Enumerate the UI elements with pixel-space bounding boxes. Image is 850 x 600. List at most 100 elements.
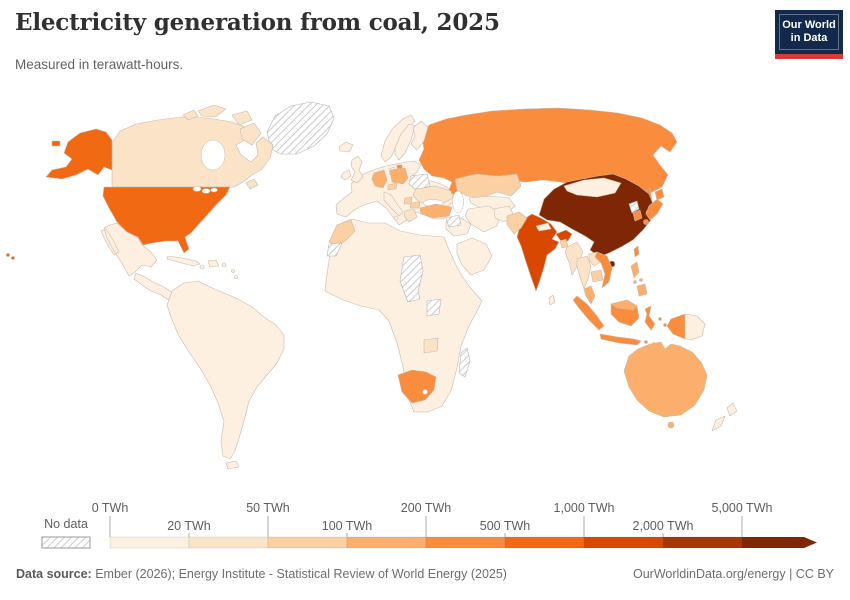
country-new-zealand-north[interactable] [726, 402, 738, 417]
region-south-america[interactable] [166, 280, 285, 460]
country-zimbabwe[interactable] [423, 337, 439, 354]
country-vietnam[interactable] [594, 251, 613, 289]
country-sudan[interactable] [399, 254, 424, 303]
country-australia[interactable] [623, 341, 708, 418]
country-new-zealand-south[interactable] [711, 415, 726, 432]
legend-band-1[interactable] [109, 536, 190, 549]
region-tierra-del-fuego[interactable] [225, 460, 240, 470]
country-italy[interactable] [383, 191, 404, 217]
country-greenland[interactable] [266, 101, 335, 155]
country-hispaniola[interactable] [207, 259, 220, 268]
country-bulgaria[interactable] [409, 201, 421, 209]
country-indonesia-maluku-2[interactable] [663, 323, 667, 327]
legend-band-3[interactable] [267, 536, 348, 549]
map-legend: No data 0 TWh 50 TWh 200 TWh 1,000 TWh 5… [0, 495, 850, 562]
legend-band-5[interactable] [425, 536, 506, 549]
country-canada-baffin[interactable] [239, 122, 262, 146]
country-philippines-visayas-1[interactable] [633, 280, 637, 284]
country-finland[interactable] [410, 120, 429, 151]
country-indonesia-papua[interactable] [666, 313, 686, 340]
country-turkey[interactable] [419, 203, 453, 219]
country-germany[interactable] [371, 169, 388, 189]
country-malaysia-peninsula[interactable] [583, 285, 596, 305]
country-lesotho[interactable] [422, 389, 428, 395]
country-taiwan[interactable] [633, 245, 640, 258]
country-philippines-luzon[interactable] [630, 261, 640, 279]
country-ireland[interactable] [340, 169, 352, 181]
license-link[interactable]: OurWorldinData.org/energy | CC BY [632, 567, 834, 581]
country-usa-st-lawrence-island[interactable] [51, 140, 61, 147]
country-poland[interactable] [389, 167, 409, 185]
country-philippines-mindanao[interactable] [636, 283, 648, 297]
country-canada-island-2[interactable] [231, 110, 253, 126]
country-canada-newfoundland[interactable] [245, 178, 259, 190]
country-russia-kaliningrad[interactable] [396, 164, 403, 169]
country-nepal[interactable] [535, 222, 552, 232]
region-arabian-peninsula[interactable] [456, 237, 493, 276]
country-sri-lanka[interactable] [548, 294, 556, 306]
legend-band-2[interactable] [188, 536, 269, 549]
lesser-antilles-2[interactable] [234, 275, 238, 279]
legend-band-8[interactable] [662, 536, 743, 549]
country-morocco[interactable] [328, 219, 356, 247]
lesser-antilles-1[interactable] [231, 269, 235, 273]
country-kazakhstan[interactable] [454, 173, 522, 199]
country-italy-sicily[interactable] [393, 215, 399, 221]
country-indonesia-java[interactable] [599, 333, 642, 346]
country-india-northeast[interactable] [555, 229, 573, 242]
country-south-sudan[interactable] [426, 298, 442, 317]
country-canada-island-1[interactable] [197, 104, 227, 118]
country-australia-tasmania[interactable] [667, 421, 675, 429]
country-indonesia-sulawesi[interactable] [644, 305, 656, 331]
country-indonesia-sumatra[interactable] [572, 295, 605, 331]
country-myanmar[interactable] [564, 241, 584, 276]
country-japan-hokkaido[interactable] [654, 188, 665, 201]
region-africa[interactable] [324, 218, 483, 413]
country-malaysia-borneo[interactable] [610, 299, 638, 311]
country-greece[interactable] [403, 208, 418, 223]
legend-no-data-swatch[interactable] [41, 536, 91, 549]
country-cambodia[interactable] [590, 269, 604, 283]
country-iceland[interactable] [338, 141, 354, 153]
country-thailand[interactable] [576, 255, 592, 290]
country-sweden[interactable] [394, 123, 416, 161]
country-jamaica[interactable] [199, 264, 205, 270]
country-papua-new-guinea[interactable] [684, 313, 706, 341]
chart-subtitle: Measured in terawatt-hours. [15, 57, 184, 72]
country-western-sahara[interactable] [326, 242, 343, 257]
country-indonesia-maluku-1[interactable] [658, 317, 662, 321]
country-puerto-rico[interactable] [221, 262, 227, 268]
country-south-africa[interactable] [397, 369, 437, 404]
country-mexico[interactable] [100, 222, 158, 277]
country-pakistan[interactable] [506, 211, 528, 235]
country-iran[interactable] [464, 205, 502, 233]
country-china[interactable] [538, 173, 654, 258]
country-north-korea[interactable] [628, 200, 640, 214]
country-indonesia-sunda-1[interactable] [644, 340, 648, 344]
country-usa[interactable] [102, 186, 231, 254]
country-philippines-visayas-2[interactable] [639, 278, 643, 282]
legend-band-9-arrow[interactable] [742, 537, 817, 548]
legend-band-7[interactable] [583, 536, 664, 549]
country-south-korea[interactable] [632, 209, 643, 222]
country-czechia[interactable] [387, 182, 398, 191]
world-map-svg [6, 101, 738, 470]
country-usa-hawaii-2[interactable] [11, 256, 15, 260]
country-india[interactable] [516, 213, 560, 292]
country-japan-kyushu[interactable] [643, 219, 649, 225]
country-syria[interactable] [445, 214, 462, 228]
country-canada-island-3[interactable] [182, 109, 199, 121]
country-cuba[interactable] [166, 255, 201, 267]
page-title: Electricity generation from coal, 2025 [15, 9, 500, 36]
country-usa-hawaii-1[interactable] [6, 253, 10, 257]
country-mongolia[interactable] [563, 177, 622, 198]
country-usa-alaska[interactable] [45, 128, 113, 180]
owid-logo[interactable]: Our World in Data [775, 10, 843, 60]
legend-band-4[interactable] [346, 536, 427, 549]
country-canada[interactable] [111, 116, 274, 188]
legend-label-200: 200 TWh [401, 501, 452, 515]
legend-band-6[interactable] [504, 536, 585, 549]
country-madagascar[interactable] [458, 347, 471, 378]
country-ukraine[interactable] [412, 185, 454, 206]
country-united-kingdom[interactable] [350, 155, 364, 184]
